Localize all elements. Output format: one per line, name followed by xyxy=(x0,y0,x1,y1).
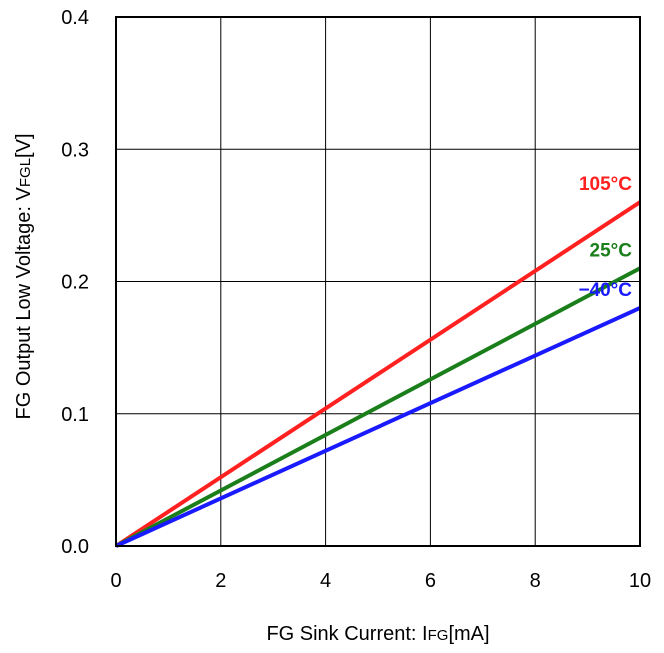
y-axis-title-suffix: [V] xyxy=(13,134,35,158)
x-tick-label: 2 xyxy=(215,570,226,592)
series-label-0: 105°C xyxy=(579,174,632,195)
y-tick-labels: 0.0 0.1 0.2 0.3 0.4 xyxy=(61,7,89,558)
y-tick-label: 0.0 xyxy=(61,536,89,558)
series-line-0 xyxy=(114,200,642,548)
series-label-2: −40°C xyxy=(578,280,632,301)
y-tick-label: 0.1 xyxy=(61,404,89,426)
y-axis-title-prefix: FG Output Low Voltage: V xyxy=(13,186,35,419)
series-line-2 xyxy=(115,306,641,548)
x-axis-title-suffix: [mA] xyxy=(448,623,489,645)
y-tick-label: 0.2 xyxy=(61,272,89,294)
series-line-1 xyxy=(115,266,641,548)
x-axis-title-sub: FG xyxy=(428,627,449,644)
y-axis-title-sub: FGL xyxy=(17,158,34,187)
x-tick-label: 0 xyxy=(110,570,121,592)
x-tick-label: 10 xyxy=(629,570,651,592)
plot-frame xyxy=(115,16,641,547)
series-lines xyxy=(114,200,642,548)
series-label-1: 25°C xyxy=(590,240,633,261)
x-axis-title: FG Sink Current: IFG[mA] xyxy=(266,623,489,645)
series-labels: 105°C 25°C −40°C xyxy=(578,174,632,301)
x-tick-labels: 0 2 4 6 8 10 xyxy=(110,570,651,592)
grid-lines xyxy=(116,17,640,546)
y-tick-label: 0.4 xyxy=(61,7,89,29)
x-tick-label: 6 xyxy=(425,570,436,592)
y-axis-title: FG Output Low Voltage: VFGL[V] xyxy=(13,134,35,420)
x-tick-label: 4 xyxy=(320,570,331,592)
x-tick-label: 8 xyxy=(530,570,541,592)
x-axis-title-prefix: FG Sink Current: I xyxy=(266,623,427,645)
y-tick-label: 0.3 xyxy=(61,139,89,161)
